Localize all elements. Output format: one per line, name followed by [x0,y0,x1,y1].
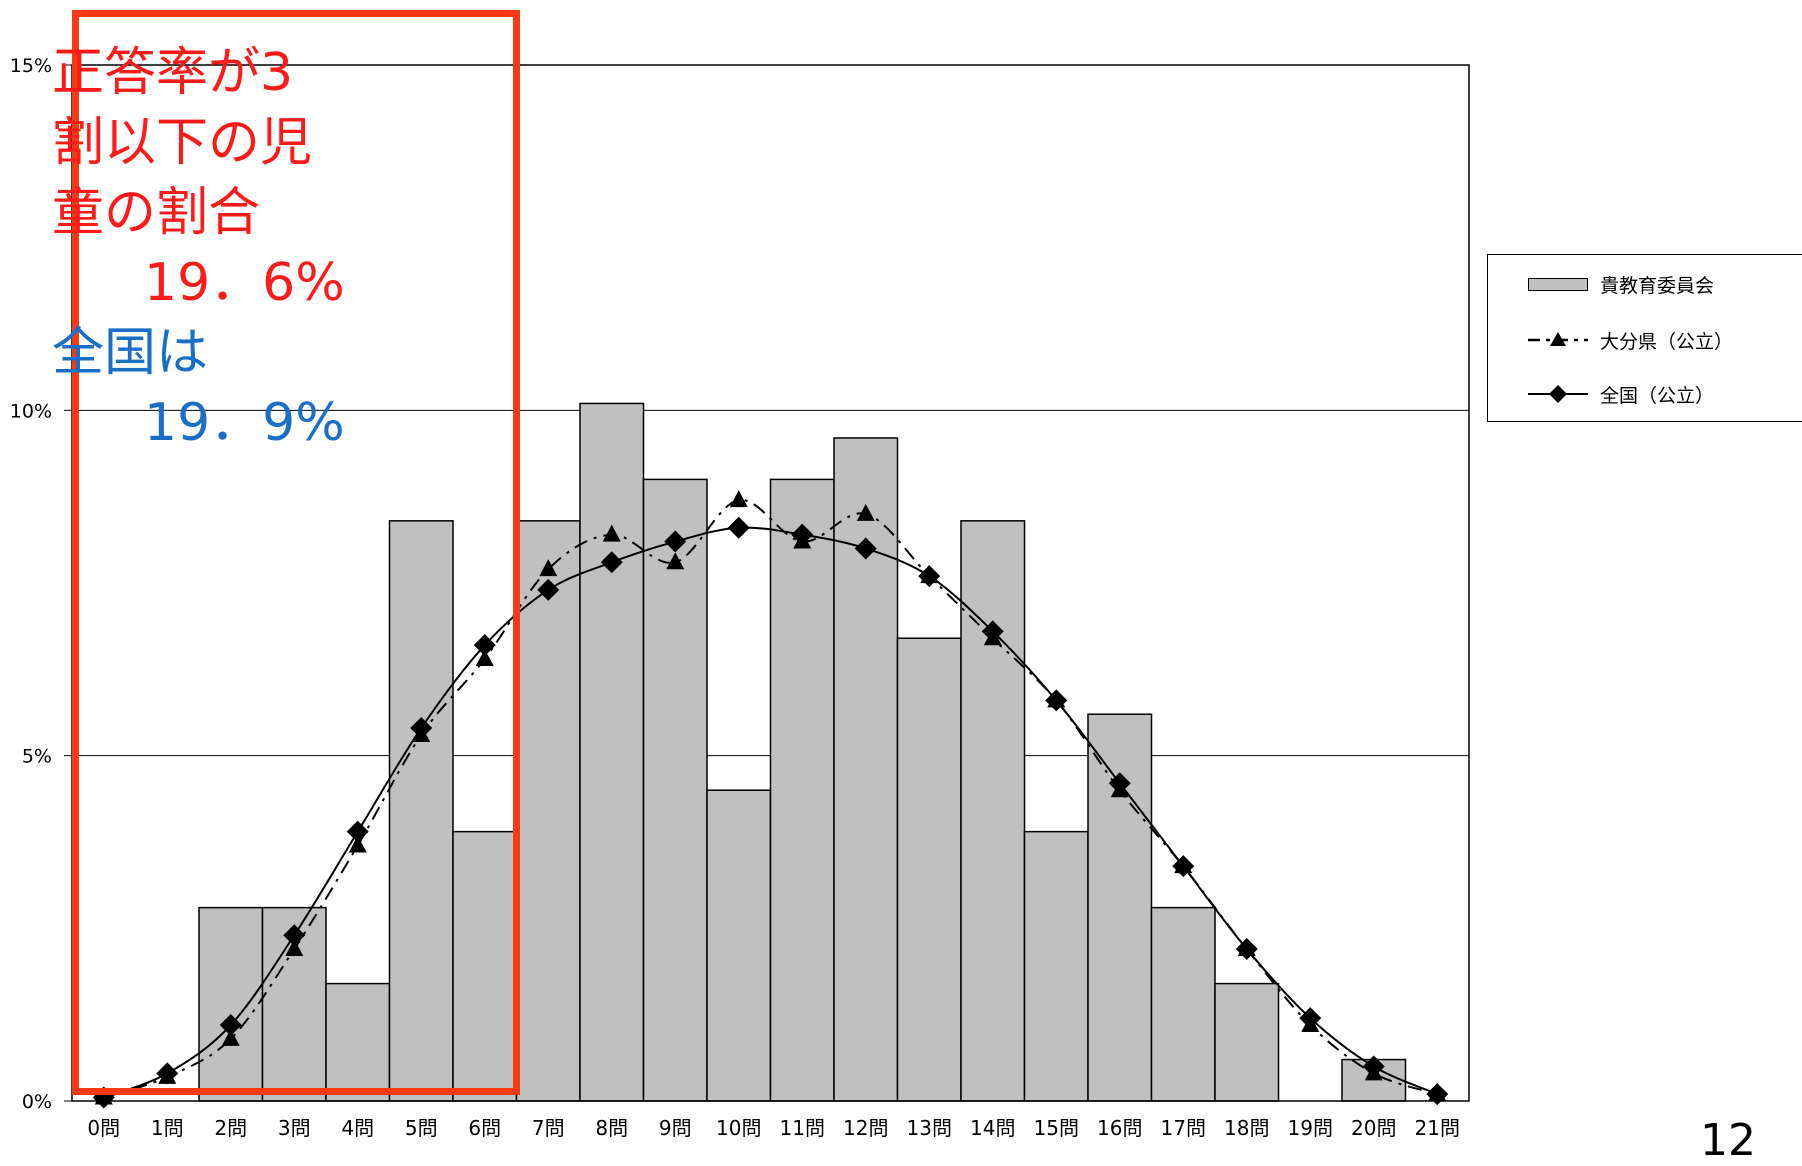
x-tick-label: 19問 [1288,1116,1333,1140]
diamond-marker [473,634,496,657]
x-tick-label: 4問 [341,1116,374,1140]
diamond-marker [918,565,941,588]
annotation-red-line: 割以下の児 [52,113,313,173]
legend-swatch-triangle-line [1528,326,1588,354]
annotation-red-value: 19．6% [144,253,345,313]
diamond-marker [1108,772,1131,795]
diamond-marker [791,523,814,546]
triangle-marker [729,490,748,508]
legend-item-bar: 貴教育委員会 [1528,269,1714,299]
legend-label: 全国（公立） [1600,384,1715,407]
x-tick-label: 6問 [468,1116,501,1140]
bar [642,478,708,1102]
diamond-marker [1235,938,1258,961]
x-tick-label: 15問 [1034,1116,1079,1140]
legend: 貴教育委員会 大分県（公立） 全国（公立） [1487,254,1802,422]
legend-swatch-diamond-line [1528,380,1588,408]
bar [325,982,391,1102]
diamond-marker [219,1014,242,1037]
bars [198,402,1407,1102]
bar [1023,830,1089,1102]
diamond-marker [283,924,306,947]
x-tick-label: 0問 [87,1116,120,1140]
diamond-marker [346,820,369,843]
x-tick-label: 18問 [1224,1116,1269,1140]
x-tick-label: 2問 [214,1116,247,1140]
triangle-marker [539,559,558,577]
bar [515,520,581,1102]
bar [960,520,1026,1102]
x-tick-label: 3問 [278,1116,311,1140]
x-tick-label: 11問 [780,1116,825,1140]
diamond-marker [1299,1007,1322,1030]
bar [198,906,264,1102]
bar [1150,906,1216,1102]
triangle-marker [285,939,304,957]
series-line [103,526,1438,1099]
bar [896,637,962,1102]
y-tick-label: 15% [10,55,52,77]
annotation-blue-value: 19．9% [144,393,345,453]
bar [1214,982,1280,1102]
x-tick-label: 20問 [1351,1116,1396,1140]
triangle-marker [475,648,494,666]
bar [833,437,899,1102]
triangle-marker [666,552,685,570]
bar [769,478,835,1102]
bar [706,789,772,1102]
diamond-marker [1172,855,1195,878]
diamond-marker [981,620,1004,643]
triangle-marker [348,835,367,853]
x-tick-label: 12問 [843,1116,888,1140]
x-tick-label: 7問 [532,1116,565,1140]
diamond-marker [854,537,877,560]
diamond-marker [600,551,623,574]
y-axis-ticks: 0% 5% 10% 15% [10,55,72,1113]
diamond-marker [1426,1083,1449,1106]
x-tick-label: 8問 [595,1116,628,1140]
legend-label: 大分県（公立） [1600,330,1734,353]
y-tick-label: 0% [22,1091,52,1113]
x-tick-label: 14問 [970,1116,1015,1140]
triangle-marker [221,1028,240,1046]
x-tick-label: 17問 [1161,1116,1206,1140]
diamond-marker [156,1062,179,1085]
triangle-marker [856,503,875,521]
diamond-marker [1362,1055,1385,1078]
highlight-box [72,10,520,1095]
diamond-marker [410,717,433,740]
diamond-marker [664,530,687,553]
bar [261,906,327,1102]
bar [579,402,645,1102]
x-tick-label: 5問 [405,1116,438,1140]
series-markers [92,490,1449,1109]
x-axis-ticks: 0問 1問 2問 3問 4問 5問 6問 7問 8問 9問 10問 11問 12問 13問 14問 15問 16… [87,1116,1460,1140]
legend-label: 貴教育委員会 [1600,274,1715,297]
x-tick-label: 1問 [151,1116,184,1140]
diamond-marker [537,578,560,601]
series-lines [103,499,1438,1099]
legend-swatch-bar [1528,270,1588,298]
bar [1087,713,1153,1102]
x-tick-label: 9問 [659,1116,692,1140]
bar [388,520,454,1102]
x-tick-label: 13問 [907,1116,952,1140]
annotation-text: 正答率が3 割以下の児 童の割合 19．6% 全国は 19．9% [52,38,432,458]
x-tick-label: 10問 [716,1116,761,1140]
x-tick-label: 16問 [1097,1116,1142,1140]
diamond-marker [727,516,750,539]
annotation-red-line: 童の割合 [52,183,261,243]
annotation-blue-line: 全国は [52,323,209,383]
annotation-red-line: 正答率が3 [52,43,294,103]
triangle-marker [602,524,621,542]
legend-item-oita: 大分県（公立） [1528,325,1733,355]
diamond-marker [1045,689,1068,712]
legend-item-national: 全国（公立） [1528,379,1714,409]
y-tick-label: 5% [22,746,52,768]
x-tick-label: 21問 [1415,1116,1460,1140]
page-number: 12 [1700,1115,1756,1166]
y-tick-label: 10% [10,400,52,422]
